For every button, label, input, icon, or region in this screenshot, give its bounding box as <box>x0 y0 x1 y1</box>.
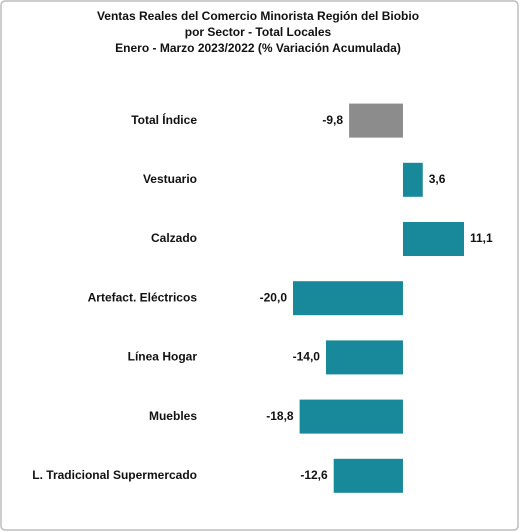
category-label: Artefact. Eléctricos <box>88 290 198 304</box>
bar <box>333 458 403 493</box>
data-label: -18,8 <box>266 409 294 423</box>
data-label: 11,1 <box>470 231 493 245</box>
bar <box>325 340 403 375</box>
category-label: Línea Hogar <box>128 350 198 364</box>
chart-title: Ventas Reales del Comercio Minorista Reg… <box>97 9 419 23</box>
data-label: -20,0 <box>260 290 288 304</box>
category-label: Vestuario <box>143 172 197 186</box>
category-label: Muebles <box>149 409 197 423</box>
bar <box>402 222 464 256</box>
chart-title: por Sector - Total Locales <box>185 25 332 39</box>
bar <box>349 103 403 138</box>
bar <box>293 281 403 316</box>
data-label: -14,0 <box>293 350 321 364</box>
category-label: Calzado <box>151 231 197 245</box>
chart-title: Enero - Marzo 2023/2022 (% Variación Acu… <box>115 41 401 55</box>
data-label: -9,8 <box>322 113 343 127</box>
bar <box>402 162 423 197</box>
data-label: 3,6 <box>429 172 446 186</box>
category-label: Total Índice <box>131 112 197 127</box>
category-label: L. Tradicional Supermercado <box>32 468 197 482</box>
bar <box>299 399 403 434</box>
data-label: -12,6 <box>300 468 328 482</box>
